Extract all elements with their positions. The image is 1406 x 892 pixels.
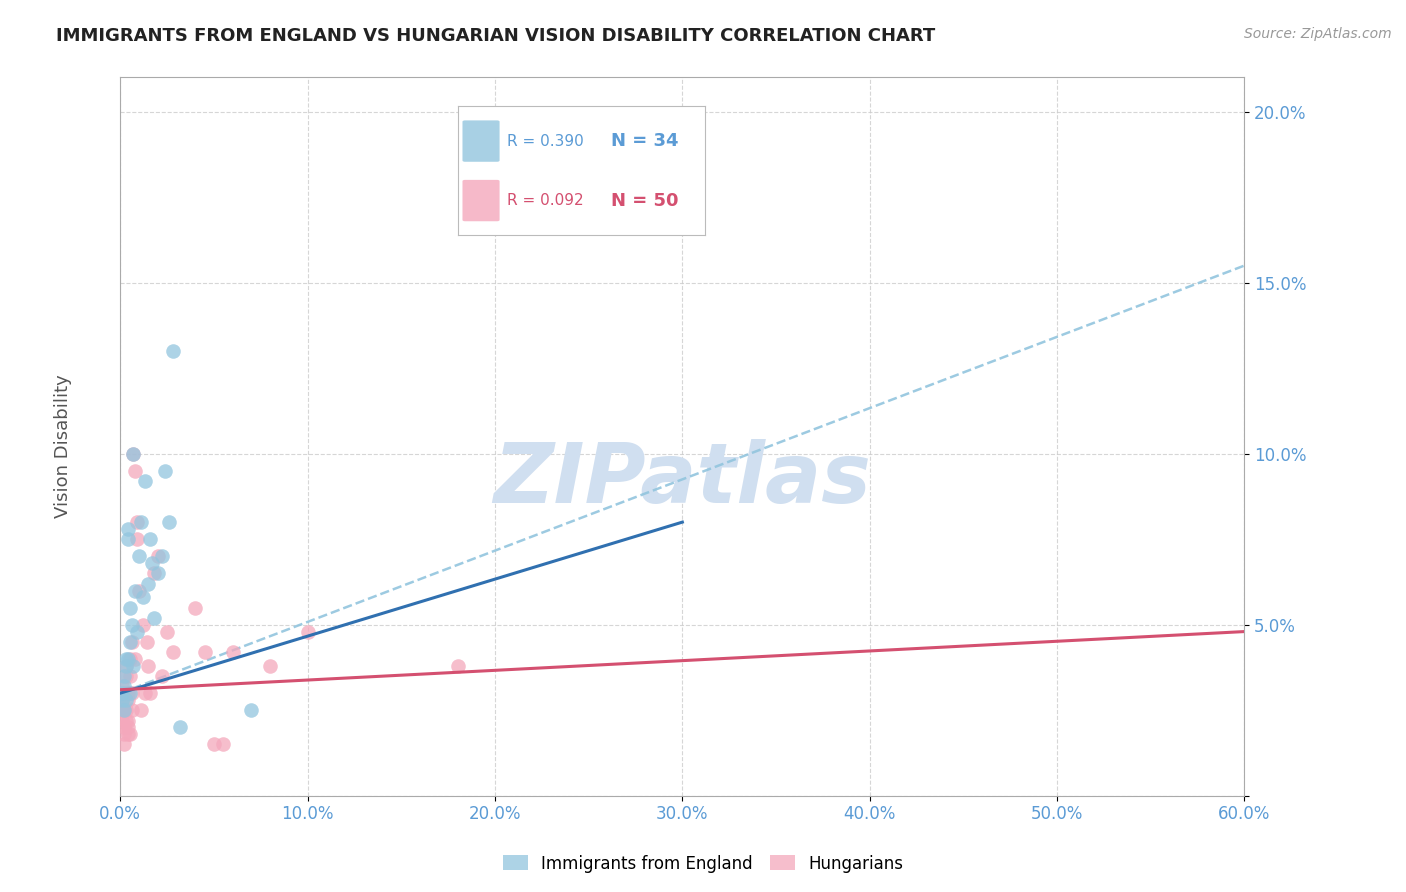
Point	[111, 679, 134, 693]
Point	[155, 464, 177, 478]
Point	[446, 658, 468, 673]
Point	[115, 703, 138, 717]
Point	[169, 720, 191, 734]
Point	[162, 344, 184, 359]
Point	[111, 714, 134, 728]
Point	[112, 679, 135, 693]
Point	[121, 617, 143, 632]
Point	[297, 624, 319, 639]
Point	[139, 686, 162, 700]
Point	[150, 549, 173, 564]
Point	[122, 447, 145, 461]
Point	[202, 738, 225, 752]
Point	[132, 591, 155, 605]
Text: IMMIGRANTS FROM ENGLAND VS HUNGARIAN VISION DISABILITY CORRELATION CHART: IMMIGRANTS FROM ENGLAND VS HUNGARIAN VIS…	[56, 27, 935, 45]
Point	[117, 720, 139, 734]
Point	[222, 645, 245, 659]
Point	[117, 727, 139, 741]
Point	[127, 515, 149, 529]
Legend: Immigrants from England, Hungarians: Immigrants from England, Hungarians	[496, 848, 910, 880]
Point	[124, 464, 146, 478]
Point	[124, 652, 146, 666]
Point	[121, 635, 143, 649]
Point	[156, 624, 179, 639]
Point	[139, 533, 162, 547]
Text: ZIPatlas: ZIPatlas	[494, 439, 872, 520]
Point	[115, 658, 138, 673]
Point	[118, 727, 141, 741]
Point	[132, 617, 155, 632]
Point	[128, 583, 150, 598]
Point	[112, 720, 135, 734]
Point	[143, 611, 166, 625]
Point	[240, 703, 263, 717]
Point	[112, 727, 135, 741]
Point	[112, 669, 135, 683]
Point	[212, 738, 235, 752]
Point	[134, 686, 156, 700]
Point	[115, 686, 138, 700]
Point	[184, 600, 207, 615]
Point	[118, 669, 141, 683]
Point	[129, 703, 152, 717]
Point	[162, 645, 184, 659]
Point	[194, 645, 217, 659]
Point	[121, 686, 143, 700]
Point	[118, 686, 141, 700]
Text: Source: ZipAtlas.com: Source: ZipAtlas.com	[1244, 27, 1392, 41]
Point	[124, 583, 146, 598]
Point	[117, 533, 139, 547]
Point	[141, 556, 163, 570]
Point	[115, 669, 138, 683]
Point	[117, 652, 139, 666]
Point	[118, 600, 141, 615]
Point	[129, 515, 152, 529]
Text: Vision Disability: Vision Disability	[55, 374, 72, 518]
Point	[259, 658, 281, 673]
Point	[135, 635, 157, 649]
Point	[143, 566, 166, 581]
Point	[117, 714, 139, 728]
Point	[122, 658, 145, 673]
Point	[117, 693, 139, 707]
Point	[115, 658, 138, 673]
Point	[112, 738, 135, 752]
Point	[121, 703, 143, 717]
Point	[127, 533, 149, 547]
Point	[111, 686, 134, 700]
Point	[115, 693, 138, 707]
Point	[112, 686, 135, 700]
Point	[112, 703, 135, 717]
Point	[117, 686, 139, 700]
Point	[146, 566, 169, 581]
Point	[115, 714, 138, 728]
Point	[157, 515, 180, 529]
Point	[150, 669, 173, 683]
Point	[127, 624, 149, 639]
Point	[138, 658, 160, 673]
Point	[134, 474, 156, 488]
Point	[111, 693, 134, 707]
Point	[112, 703, 135, 717]
Point	[118, 652, 141, 666]
Point	[111, 703, 134, 717]
Point	[117, 522, 139, 536]
Point	[115, 652, 138, 666]
Point	[128, 549, 150, 564]
Point	[111, 693, 134, 707]
Point	[122, 447, 145, 461]
Point	[118, 635, 141, 649]
Point	[138, 576, 160, 591]
Point	[146, 549, 169, 564]
